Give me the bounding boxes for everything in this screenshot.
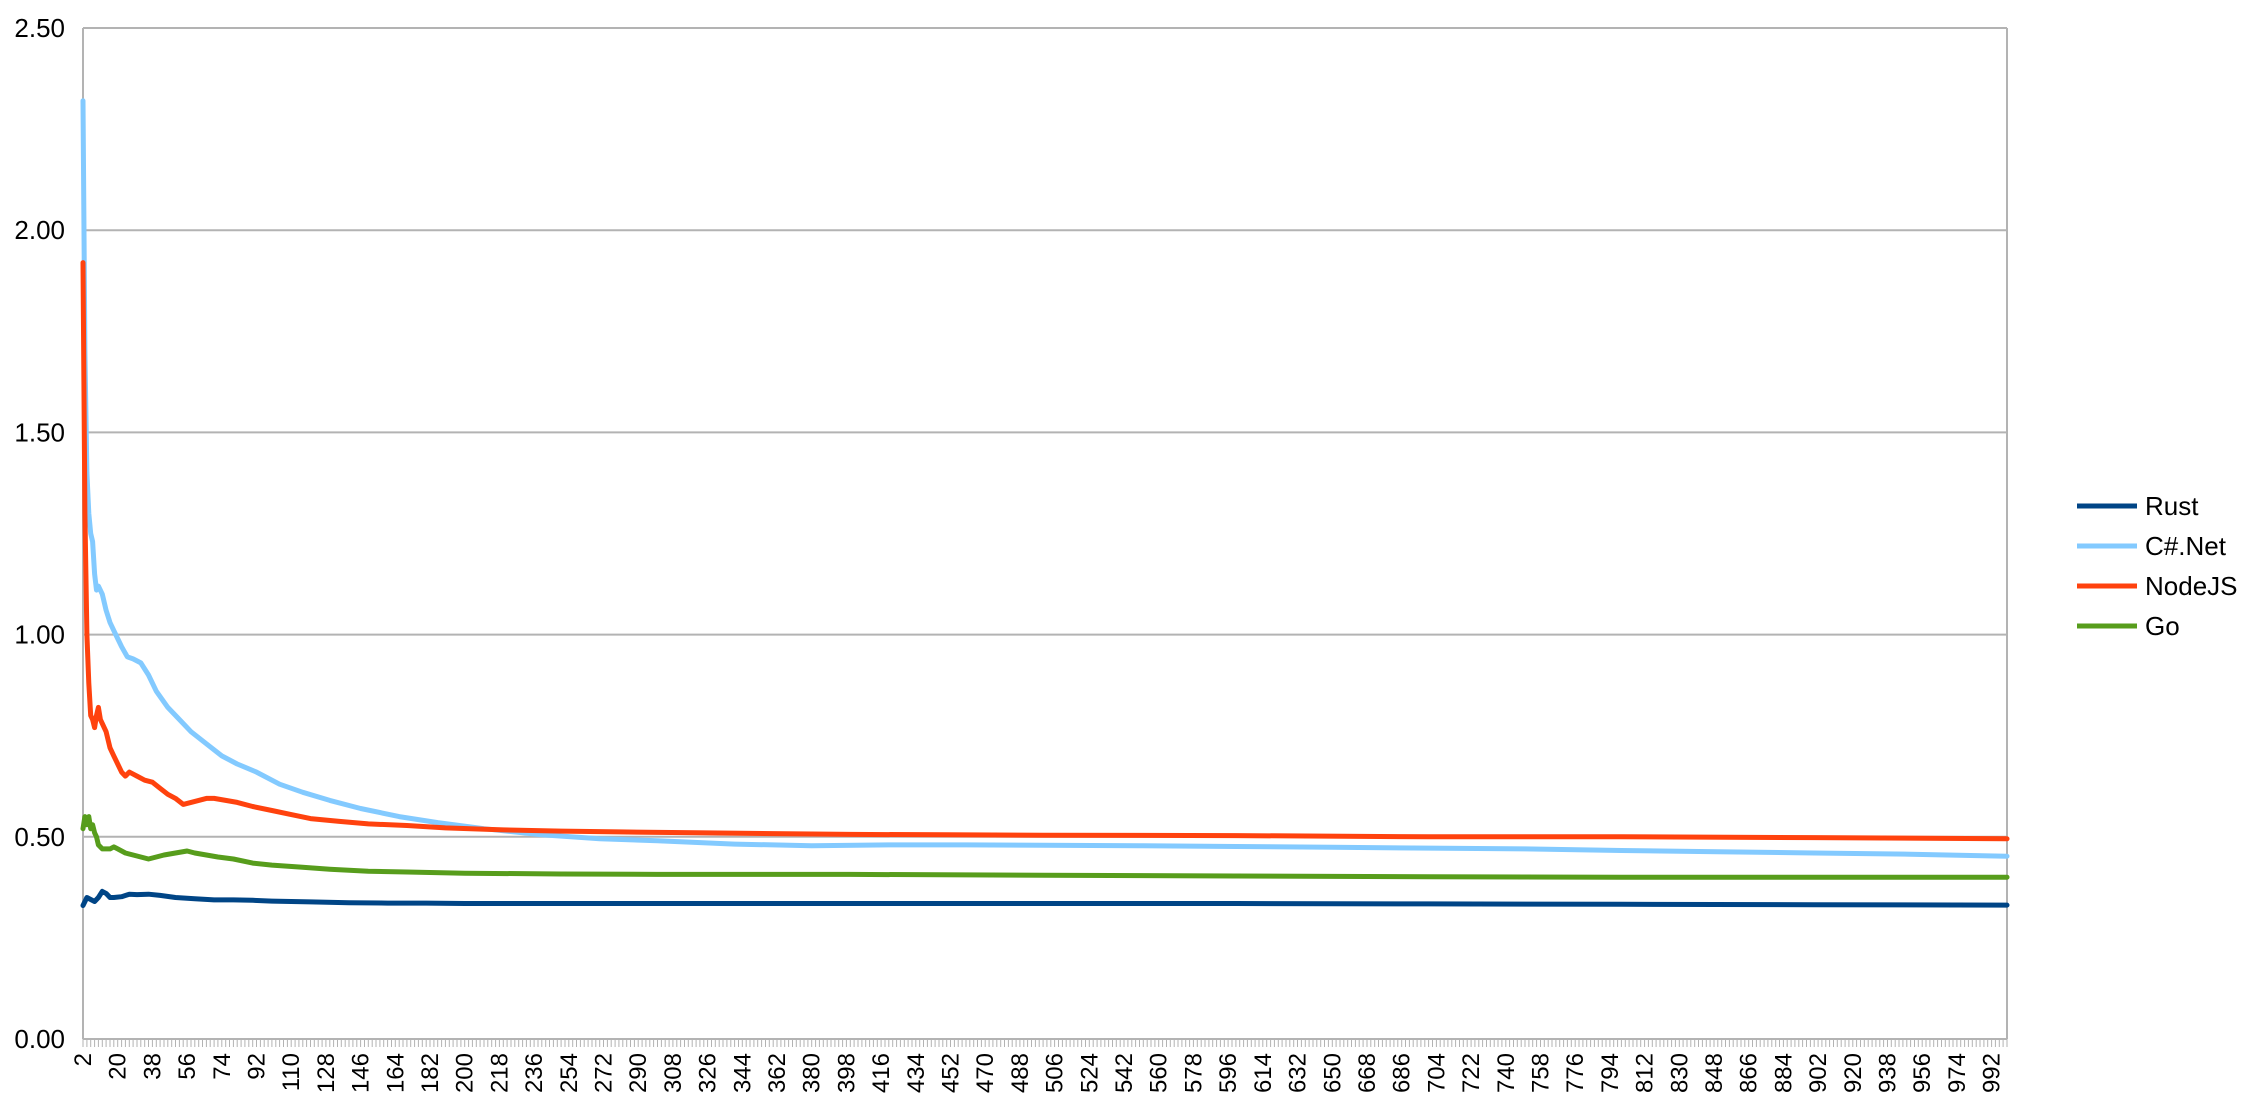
- x-tick-label: 290: [625, 1053, 652, 1093]
- x-tick-label: 146: [348, 1053, 375, 1093]
- x-tick-label: 758: [1527, 1053, 1554, 1093]
- x-tick-label: 542: [1111, 1053, 1138, 1093]
- x-tick-label: 830: [1666, 1053, 1693, 1093]
- x-tick-label: 974: [1944, 1053, 1971, 1093]
- x-tick-label: 578: [1180, 1053, 1207, 1093]
- x-tick-label: 632: [1285, 1053, 1312, 1093]
- x-tick-label: 92: [244, 1053, 271, 1080]
- x-tick-label: 470: [972, 1053, 999, 1093]
- x-tick-label: 992: [1979, 1053, 2006, 1093]
- x-tick-label: 884: [1770, 1053, 1797, 1093]
- x-tick-label: 236: [521, 1053, 548, 1093]
- x-tick-label: 434: [903, 1053, 930, 1093]
- x-tick-label: 362: [764, 1053, 791, 1093]
- x-tick-label: 560: [1146, 1053, 1173, 1093]
- x-tick-label: 488: [1007, 1053, 1034, 1093]
- x-tick-label: 416: [868, 1053, 895, 1093]
- x-tick-label: 56: [174, 1053, 201, 1080]
- x-tick-label: 254: [556, 1053, 583, 1093]
- series-line-nodejs: [80, 260, 2010, 842]
- y-tick-label: 1.50: [14, 417, 65, 447]
- x-tick-label: 740: [1493, 1053, 1520, 1093]
- x-tick-label: 902: [1805, 1053, 1832, 1093]
- x-tick-label: 344: [729, 1053, 756, 1093]
- x-tick-label: 956: [1909, 1053, 1936, 1093]
- x-tick-label: 704: [1423, 1053, 1450, 1093]
- x-tick-label: 866: [1736, 1053, 1763, 1093]
- x-tick-label: 452: [938, 1053, 965, 1093]
- x-tick-label: 686: [1389, 1053, 1416, 1093]
- x-tick-label: 2: [70, 1053, 97, 1066]
- legend-label-c-net: C#.Net: [2145, 531, 2227, 561]
- x-tick-label: 614: [1250, 1053, 1277, 1093]
- x-tick-label: 812: [1632, 1053, 1659, 1093]
- x-tick-label: 650: [1319, 1053, 1346, 1093]
- legend-label-go: Go: [2145, 611, 2180, 641]
- x-tick-label: 110: [278, 1053, 305, 1091]
- x-tick-label: 506: [1042, 1053, 1069, 1093]
- x-tick-label: 272: [591, 1053, 618, 1093]
- x-tick-label: 128: [313, 1053, 340, 1093]
- x-tick-label: 938: [1874, 1053, 1901, 1093]
- x-tick-label: 398: [833, 1053, 860, 1093]
- series-line-c-net: [80, 98, 2010, 859]
- series-lines: [80, 98, 2010, 908]
- y-tick-label: 2.50: [14, 13, 65, 43]
- x-tick-label: 524: [1076, 1053, 1103, 1093]
- x-axis-tick-marks: [82, 1039, 2008, 1047]
- axes: [82, 27, 2008, 1047]
- x-tick-label: 596: [1215, 1053, 1242, 1093]
- x-tick-label: 182: [417, 1053, 444, 1093]
- y-axis-tick-labels: 0.00 0.50 1.00 1.50 2.00 2.50: [14, 13, 65, 1054]
- gridlines: [83, 27, 2007, 838]
- x-tick-label: 794: [1597, 1053, 1624, 1093]
- x-axis-tick-labels: 2 20 38 56 74 92 110 128 146 164 182 200 218 236 254 27…: [70, 1053, 2006, 1093]
- legend-label-nodejs: NodeJS: [2145, 571, 2238, 601]
- y-tick-label: 1.00: [14, 620, 65, 650]
- y-tick-label: 0.00: [14, 1024, 65, 1054]
- x-tick-label: 380: [799, 1053, 826, 1093]
- x-tick-label: 848: [1701, 1053, 1728, 1093]
- series-line-rust: [80, 888, 2010, 908]
- x-tick-label: 164: [382, 1053, 409, 1093]
- legend: Rust C#.Net NodeJS Go: [2077, 491, 2238, 641]
- legend-label-rust: Rust: [2145, 491, 2199, 521]
- series-line-go: [80, 814, 2010, 880]
- x-tick-label: 74: [209, 1053, 236, 1080]
- x-tick-label: 218: [486, 1053, 513, 1093]
- x-tick-label: 308: [660, 1053, 687, 1093]
- x-tick-label: 920: [1840, 1053, 1867, 1093]
- y-tick-label: 2.00: [14, 215, 65, 245]
- x-tick-label: 722: [1458, 1053, 1485, 1093]
- x-tick-label: 776: [1562, 1053, 1589, 1093]
- x-tick-label: 38: [139, 1053, 166, 1080]
- y-tick-label: 0.50: [14, 822, 65, 852]
- x-tick-label: 20: [105, 1053, 132, 1080]
- x-tick-label: 200: [452, 1053, 479, 1093]
- x-tick-label: 668: [1354, 1053, 1381, 1093]
- x-tick-label: 326: [695, 1053, 722, 1093]
